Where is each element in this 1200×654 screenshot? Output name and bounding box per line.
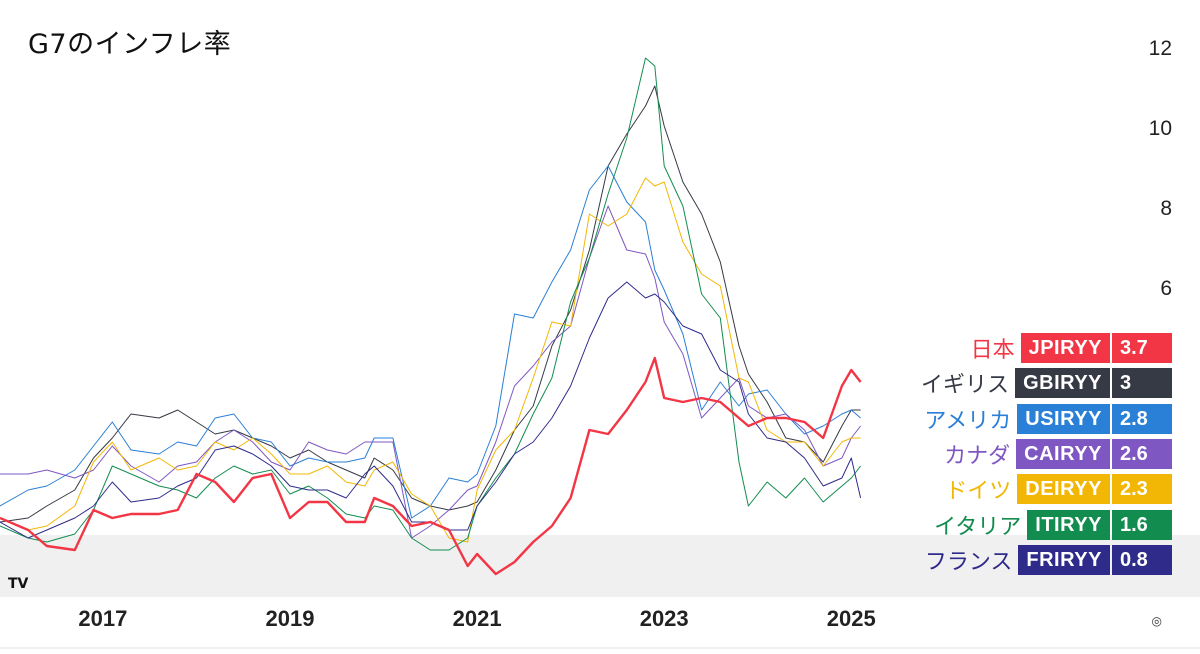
legend-last-value: 2.3 bbox=[1112, 474, 1172, 505]
x-tick-label: 2023 bbox=[639, 606, 689, 631]
legend-item-usiryy[interactable]: アメリカ USIRYY 2.8 bbox=[924, 403, 1172, 434]
legend-symbol-code: GBIRYY bbox=[1015, 368, 1110, 399]
legend-country-name: イギリス bbox=[921, 373, 1010, 399]
y-tick-label: 10 bbox=[1148, 117, 1172, 140]
legend-last-value: 2.8 bbox=[1112, 403, 1172, 434]
series-line-itiryy bbox=[0, 57, 861, 551]
y-tick-label: 12 bbox=[1148, 37, 1172, 60]
x-tick-label: 2021 bbox=[452, 606, 502, 631]
legend-last-value: 0.8 bbox=[1112, 544, 1172, 575]
legend-country-name: イタリア bbox=[934, 514, 1022, 540]
series-line-usiryy bbox=[0, 165, 861, 519]
legend-country-name: フランス bbox=[924, 549, 1013, 575]
time-axis-area bbox=[0, 597, 1200, 654]
legend-item-gbiryy[interactable]: イギリス GBIRYY 3 bbox=[921, 368, 1172, 399]
y-tick-label: 6 bbox=[1160, 277, 1172, 300]
settings-icon[interactable]: ◎ bbox=[1151, 614, 1162, 628]
lower-band bbox=[0, 535, 1200, 597]
x-tick-label: 2019 bbox=[265, 606, 315, 631]
series-line-cairyy bbox=[0, 205, 861, 539]
legend-last-value: 3 bbox=[1112, 368, 1172, 399]
legend-symbol-code: DEIRYY bbox=[1017, 474, 1110, 505]
legend-item-cairyy[interactable]: カナダ CAIRYY 2.6 bbox=[944, 438, 1172, 469]
tradingview-logo[interactable]: TV bbox=[8, 576, 29, 592]
legend-item-friryy[interactable]: フランス FRIRYY 0.8 bbox=[924, 544, 1172, 575]
x-tick-label: 2017 bbox=[78, 606, 128, 631]
legend-item-deiryy[interactable]: ドイツ DEIRYY 2.3 bbox=[945, 474, 1172, 505]
x-tick-label: 2025 bbox=[826, 606, 876, 631]
legend-country-name: 日本 bbox=[970, 338, 1015, 363]
legend-symbol-code: CAIRYY bbox=[1016, 438, 1110, 469]
series-line-jpiryy bbox=[0, 356, 862, 576]
legend-symbol-code: USIRYY bbox=[1017, 403, 1110, 434]
legend-symbol-code: ITIRYY bbox=[1027, 509, 1110, 540]
series-lines bbox=[0, 57, 862, 576]
legend-item-jpiryy[interactable]: 日本 JPIRYY 3.7 bbox=[971, 333, 1172, 363]
legend-country-name: アメリカ bbox=[924, 408, 1012, 434]
legend-country-name: カナダ bbox=[944, 443, 1011, 469]
series-line-friryy bbox=[0, 281, 862, 539]
chart-title: G7のインフレ率 bbox=[28, 29, 232, 60]
legend-country-name: ドイツ bbox=[945, 479, 1012, 505]
legend-symbol-code: FRIRYY bbox=[1018, 544, 1110, 575]
series-line-gbiryy bbox=[0, 85, 861, 523]
y-tick-label: 8 bbox=[1160, 197, 1172, 220]
legend-last-value: 2.6 bbox=[1112, 438, 1172, 469]
legend-last-value: 3.7 bbox=[1112, 333, 1172, 363]
legend-item-itiryy[interactable]: イタリア ITIRYY 1.6 bbox=[934, 509, 1172, 540]
legend-last-value: 1.6 bbox=[1112, 509, 1172, 540]
series-line-deiryy bbox=[0, 177, 861, 543]
legend-symbol-code: JPIRYY bbox=[1020, 333, 1110, 363]
